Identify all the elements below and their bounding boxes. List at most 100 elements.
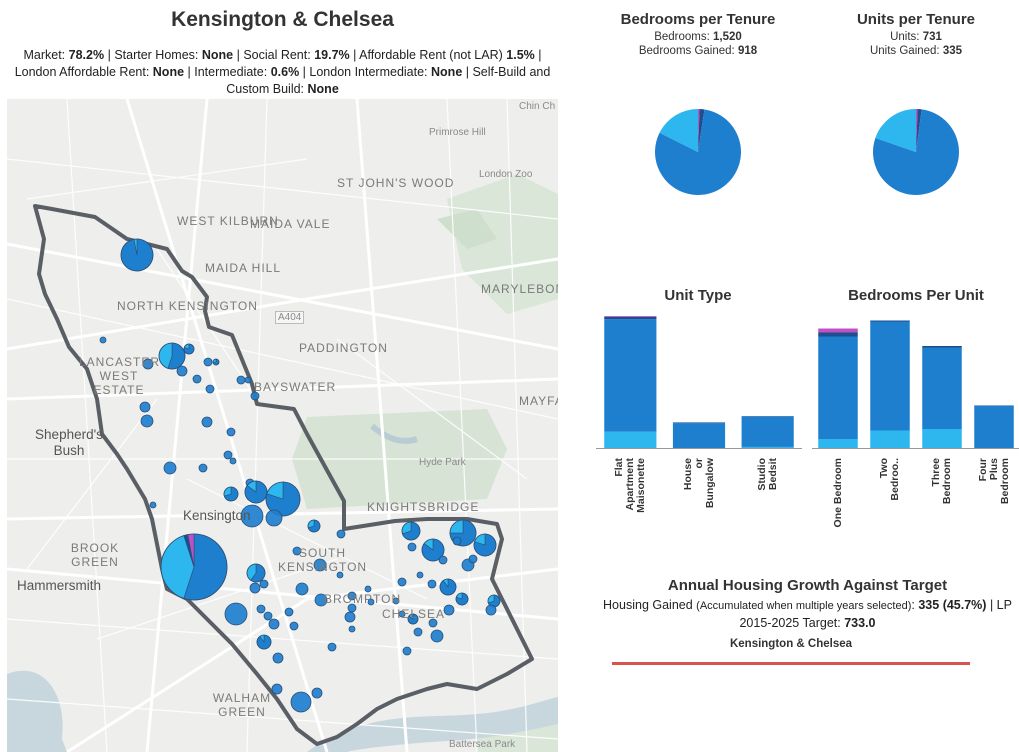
site-marker[interactable] [284,607,294,617]
site-marker[interactable] [140,414,154,428]
site-marker[interactable] [139,401,151,413]
bar-segment-affordable-rent-not-lar-[interactable] [604,316,657,320]
site-marker[interactable] [201,416,213,428]
development-site[interactable] [139,401,151,413]
site-marker[interactable] [229,457,237,465]
site-marker[interactable] [397,577,407,587]
development-site[interactable] [397,577,407,587]
development-site[interactable] [455,592,469,606]
development-site[interactable] [438,555,448,565]
bar-segment-social-rent[interactable] [922,429,962,448]
pie-slice-market[interactable] [873,109,959,195]
bar-segment-social-rent[interactable] [604,431,657,448]
site-marker[interactable] [428,618,438,628]
development-site[interactable] [439,578,457,596]
development-site[interactable] [246,563,266,583]
site-marker[interactable] [240,504,264,528]
development-site[interactable] [256,604,266,614]
site-marker[interactable] [249,582,261,594]
development-site[interactable] [271,683,283,695]
bar-segment-affordable-rent-not-lar-[interactable] [922,346,962,348]
development-site[interactable] [487,594,501,608]
development-site[interactable] [142,358,154,370]
site-marker[interactable] [452,536,462,546]
site-marker[interactable] [292,546,302,556]
development-site[interactable] [289,621,299,631]
development-site[interactable] [428,618,438,628]
site-marker[interactable] [223,450,233,460]
bar-segment-intermediate[interactable] [818,328,858,333]
site-marker[interactable] [226,427,236,437]
development-site[interactable] [284,607,294,617]
development-site[interactable] [192,374,202,384]
development-site[interactable] [244,376,252,384]
pie-slice-affordable-rent-not-lar-[interactable] [698,109,705,152]
bar-segment-market[interactable] [922,347,962,430]
site-marker[interactable] [259,579,269,589]
development-site[interactable] [176,365,188,377]
development-site[interactable] [265,509,283,527]
development-site[interactable] [244,480,268,504]
development-site[interactable] [347,591,357,601]
development-site[interactable] [140,414,154,428]
site-marker[interactable] [271,683,283,695]
site-marker[interactable] [290,691,312,713]
development-site[interactable] [229,457,237,465]
site-marker[interactable] [468,554,478,564]
site-marker[interactable] [416,571,424,579]
site-marker[interactable] [244,376,252,384]
site-marker[interactable] [224,602,248,626]
development-site[interactable] [336,529,346,539]
pie-slice-affordable-rent-not-lar-[interactable] [916,109,922,152]
development-site[interactable] [223,486,239,502]
site-marker[interactable] [149,501,157,509]
development-site[interactable] [430,629,444,643]
development-site[interactable] [198,463,208,473]
site-marker[interactable] [289,621,299,631]
site-marker[interactable] [336,571,344,579]
development-site[interactable] [158,342,186,370]
development-site[interactable] [290,691,312,713]
development-site[interactable] [364,585,372,593]
site-marker[interactable] [268,618,280,630]
site-marker[interactable] [205,384,215,394]
site-marker[interactable] [402,646,412,656]
development-site[interactable] [398,610,406,618]
development-site[interactable] [249,582,261,594]
site-marker[interactable] [163,461,177,475]
development-site[interactable] [401,521,421,541]
pie-slice-social-rent[interactable] [875,109,916,152]
bar-segment-market[interactable] [604,319,657,432]
site-marker[interactable] [272,652,284,664]
site-marker[interactable] [398,610,406,618]
bar-segment-social-rent[interactable] [741,446,794,448]
site-marker[interactable] [99,336,107,344]
bar-segment-market[interactable] [672,423,726,448]
development-site[interactable] [427,579,437,589]
development-site[interactable] [203,357,213,367]
development-site[interactable] [452,536,462,546]
development-site[interactable] [311,687,323,699]
site-marker[interactable] [407,542,417,552]
site-marker[interactable] [367,598,375,606]
development-site[interactable] [250,391,260,401]
development-sites[interactable] [99,238,501,713]
site-marker[interactable] [314,593,328,607]
site-marker[interactable] [263,611,273,621]
development-site[interactable] [402,646,412,656]
development-site[interactable] [443,604,455,616]
bar-segment-affordable-rent-not-lar-[interactable] [974,405,1014,407]
bar-segment-market[interactable] [870,321,910,431]
development-site[interactable] [226,427,236,437]
bar-segment-market[interactable] [818,336,858,440]
bar-segment-affordable-rent-not-lar-[interactable] [818,332,858,337]
development-site[interactable] [205,384,215,394]
bedrooms-per-tenure-pie[interactable] [652,106,744,198]
site-marker[interactable] [344,611,356,623]
site-marker[interactable] [250,391,260,401]
development-site[interactable] [263,611,273,621]
bar-segment-market[interactable] [741,416,794,447]
development-site[interactable] [307,519,321,533]
development-site[interactable] [256,634,272,650]
units-per-tenure-pie[interactable] [870,106,962,198]
